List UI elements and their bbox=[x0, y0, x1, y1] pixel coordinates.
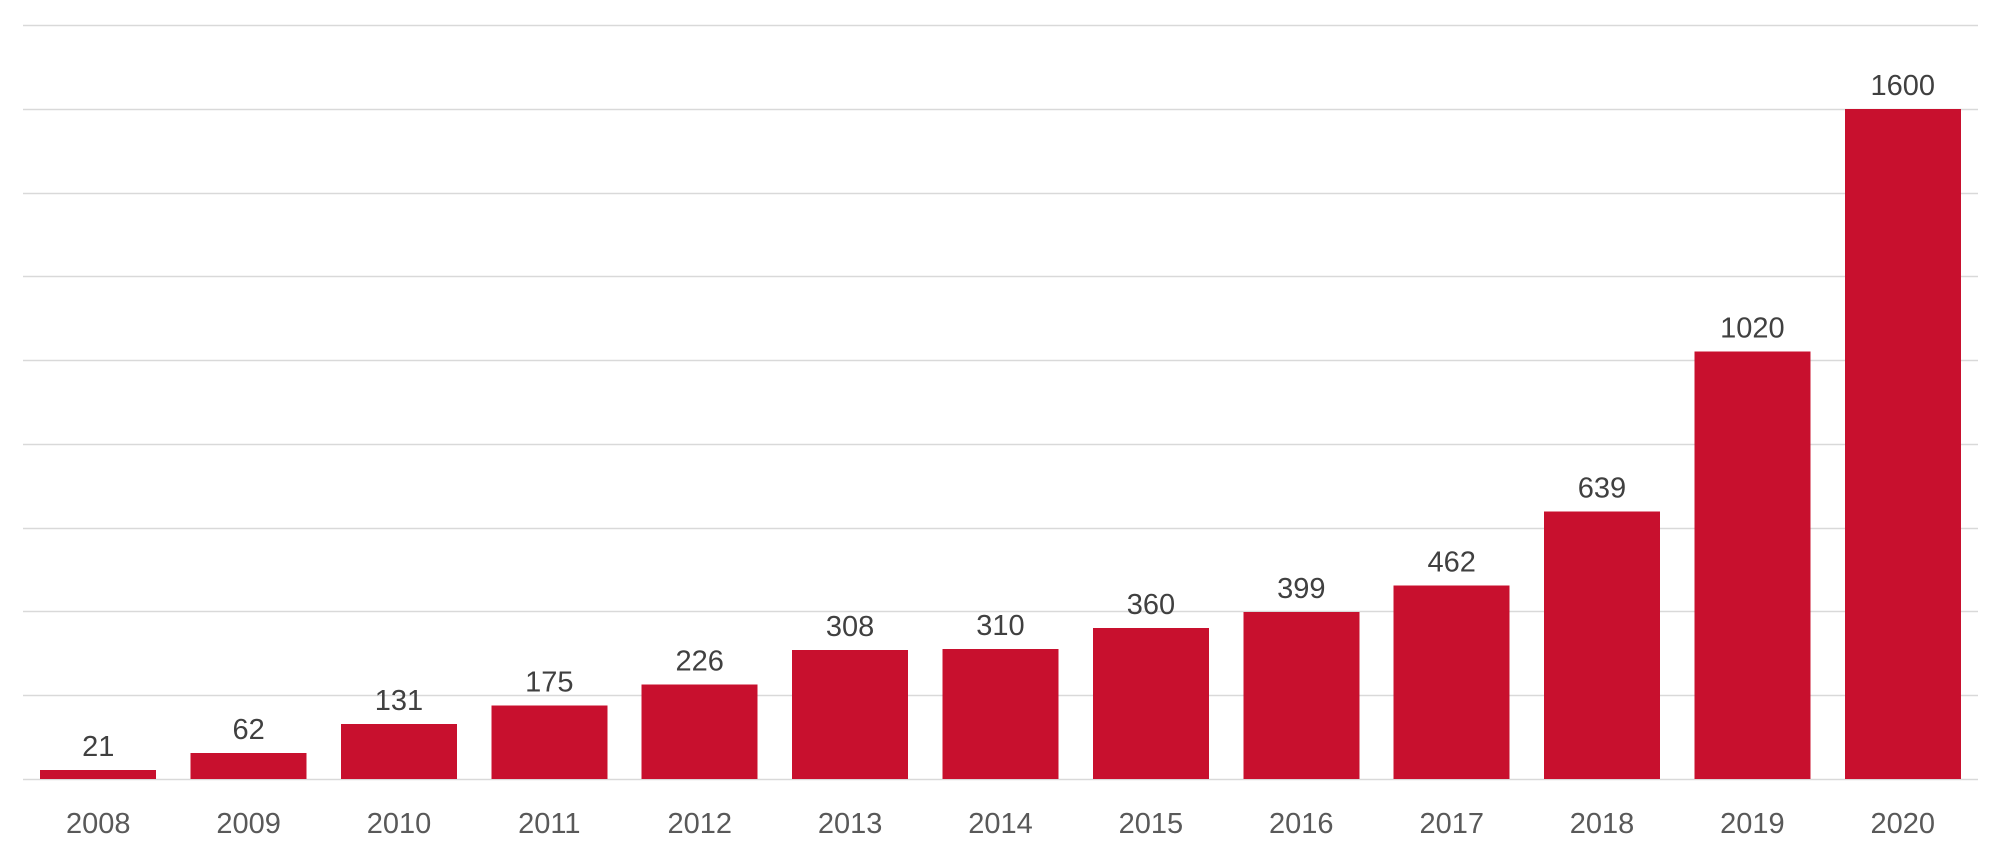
x-tick-label-2018: 2018 bbox=[1570, 808, 1635, 840]
x-tick-label-2020: 2020 bbox=[1871, 808, 1936, 840]
x-tick-label-2013: 2013 bbox=[818, 808, 883, 840]
x-axis-tick-labels: 2008 2009 2010 2011 2012 2013 2014 2015 2016 2017… bbox=[66, 808, 1935, 840]
data-label-2018: 639 bbox=[1578, 472, 1626, 504]
x-tick-label-2014: 2014 bbox=[968, 808, 1033, 840]
x-tick-label-2016: 2016 bbox=[1269, 808, 1334, 840]
data-label-2011: 175 bbox=[525, 667, 573, 699]
bar-2017 bbox=[1393, 585, 1510, 779]
data-label-2015: 360 bbox=[1127, 589, 1175, 621]
x-tick-label-2009: 2009 bbox=[216, 808, 281, 840]
data-label-2012: 226 bbox=[676, 645, 724, 677]
data-label-2010: 131 bbox=[375, 685, 423, 717]
bars bbox=[40, 108, 1961, 780]
x-tick-label-2015: 2015 bbox=[1119, 808, 1184, 840]
x-tick-label-2017: 2017 bbox=[1419, 808, 1484, 840]
data-label-2014: 310 bbox=[976, 610, 1024, 642]
bar-2010 bbox=[341, 724, 457, 779]
bar-2018 bbox=[1544, 511, 1660, 779]
x-tick-label-2011: 2011 bbox=[518, 808, 580, 840]
data-label-2020: 1600 bbox=[1871, 70, 1936, 102]
gridlines bbox=[23, 24, 1978, 781]
bar-2015 bbox=[1092, 628, 1209, 779]
x-tick-label-2019: 2019 bbox=[1720, 808, 1785, 840]
data-label-2019: 1020 bbox=[1720, 313, 1785, 345]
data-label-2009: 62 bbox=[232, 714, 264, 746]
bar-2008 bbox=[40, 770, 157, 779]
bar-2020 bbox=[1844, 108, 1961, 780]
bar-2009 bbox=[190, 753, 307, 779]
bar-2011 bbox=[491, 705, 608, 779]
x-tick-label-2012: 2012 bbox=[667, 808, 732, 840]
bar-2012 bbox=[641, 684, 758, 779]
bar-2013 bbox=[792, 650, 909, 779]
data-label-2017: 462 bbox=[1428, 547, 1476, 579]
data-label-2016: 399 bbox=[1277, 573, 1325, 605]
bar-2019 bbox=[1694, 351, 1811, 779]
data-labels: 21 62 131 175 226 308 310 360 399 462 639 1020 1600 bbox=[82, 70, 1935, 763]
x-tick-label-2010: 2010 bbox=[367, 808, 432, 840]
bar-2016 bbox=[1243, 611, 1360, 779]
data-label-2013: 308 bbox=[826, 611, 874, 643]
x-tick-label-2008: 2008 bbox=[66, 808, 131, 840]
bar-2014 bbox=[942, 649, 1059, 779]
data-label-2008: 21 bbox=[82, 731, 114, 763]
